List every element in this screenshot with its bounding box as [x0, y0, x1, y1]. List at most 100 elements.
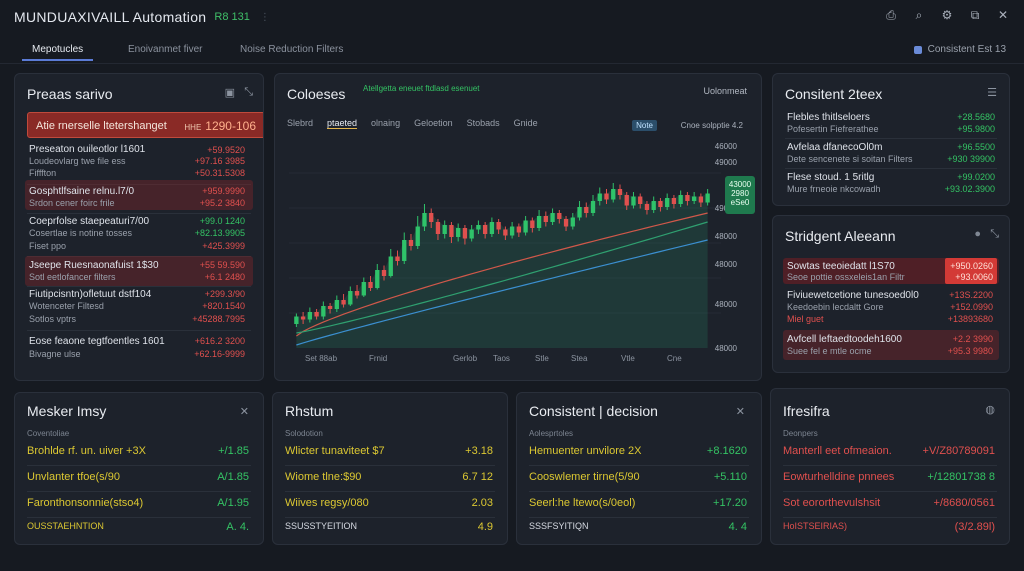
panel-title: Preaas sarivo [27, 86, 113, 102]
x-tick: Stea [571, 354, 588, 363]
list-item[interactable]: Seerl:he ltewo(s/0eol) +17.20 [517, 491, 761, 517]
tab-right-status[interactable]: Consistent Est 13 [913, 44, 1006, 55]
tab-mepotucles[interactable]: Mepotucles [22, 40, 94, 61]
list-item[interactable]: Wlicter tunaviteet $7 +3.18 [273, 439, 507, 465]
list-item[interactable]: Faronthonsonnie(stso4) A/1.95 [15, 491, 263, 517]
item-subtitle: Seoe pottie ossxeleis1an Filtr [787, 272, 905, 282]
trend-line [296, 239, 708, 346]
tab-environment-filter[interactable]: Enoivanmet fiver [128, 44, 203, 55]
list-item[interactable]: Brohlde rf. un. uiver +3X +/1.85 [15, 439, 263, 465]
divider [27, 184, 251, 185]
print-icon[interactable]: ⎙ [886, 8, 896, 22]
item-value: A. 4. [226, 521, 249, 533]
list-item[interactable]: Flese stoud. 1 5ritlg Mure frneoie nkcow… [773, 172, 1009, 198]
list-item[interactable]: Sowtas teeoiedatt l1S70 Seoe pottie ossx… [773, 261, 1009, 285]
list-item[interactable]: HoISTSEIRIAS) (3/2.89l) [771, 515, 1009, 541]
item-label: Brohlde rf. un. uiver +3X [27, 445, 146, 457]
toolbar-item-6[interactable]: Gnide [513, 118, 538, 128]
list-item[interactable]: Fiutipcisntn)ofletuut dstf104 Wotenceter… [15, 289, 263, 329]
candle-body [469, 229, 474, 239]
y-tick: 46000 [714, 142, 737, 151]
item-title: Avfcell leftaedtoodeh1600 [787, 334, 902, 345]
toolbar-item-2[interactable]: ptaeted [327, 118, 358, 129]
list-item[interactable]: Unvlanter tfoe(s/90 A/1.85 [15, 465, 263, 491]
item-label: Cooswlemer tirne(5/90 [529, 471, 640, 483]
alert-banner[interactable]: Atie rnerselle ltetershanget HHE 1290-106 [27, 112, 263, 138]
alert-number: 1290-106 [205, 119, 256, 133]
list-item[interactable]: SSSFSYITIQN 4. 4 [517, 515, 761, 541]
more-icon[interactable]: ⋮ [259, 11, 270, 23]
item-label: Wlicter tunaviteet $7 [285, 445, 385, 457]
candle-body [631, 196, 636, 206]
y-tick: 49000 [714, 158, 737, 167]
list-item[interactable]: Wiome tlne:$90 6.7 12 [273, 465, 507, 491]
status-dot-icon[interactable]: ● [974, 228, 981, 240]
candle-body [449, 225, 454, 237]
item-value: A/1.85 [217, 471, 249, 483]
candle-body [489, 222, 495, 234]
candle-body [456, 228, 461, 237]
toolbar-item-1[interactable]: Slebrd [287, 118, 314, 128]
tab-noise-reduction-filters[interactable]: Noise Reduction Filters [240, 44, 344, 55]
list-item[interactable]: Avfcell leftaedtoodeh1600 Suee fel e mtl… [773, 334, 1009, 360]
list-item[interactable]: Manterll eet ofmeaion. +V/Z80789091 [771, 439, 1009, 465]
candle-body [536, 216, 542, 228]
chart-header-right[interactable]: Uolonmeat [703, 86, 747, 96]
collapse-icon[interactable]: ⤡ [244, 86, 253, 98]
list-icon[interactable]: ☰ [987, 87, 997, 99]
list-item[interactable]: Preseaton ouileotlor l1601 Loudeovlarg t… [15, 142, 263, 182]
candlestick-chart[interactable] [289, 138, 721, 348]
item-title: Fiviuewetcetione tunesoed0l0 [787, 290, 919, 301]
item-label: Sot eororthevulshsit [783, 497, 881, 509]
divider [27, 256, 251, 257]
tab-right-label: Consistent Est 13 [927, 44, 1006, 55]
item-value: +13S.2200 [949, 290, 993, 300]
list-item[interactable]: Flebles thitlseloers Pofesertin Fiefrera… [773, 112, 1009, 138]
candle-body [503, 229, 508, 236]
candle-body [577, 207, 582, 218]
list-item[interactable]: Eowturhelldine pnnees +/12801738 8 [771, 465, 1009, 491]
x-tick: Stle [535, 354, 549, 363]
item-value-2: +820.1540 [202, 301, 245, 311]
item-value: 6.7 12 [462, 471, 493, 483]
item-label: Hemuenter unvilore 2X [529, 445, 642, 457]
toolbar-item-3[interactable]: olnaing [371, 118, 401, 128]
search-icon[interactable]: ⌕ [915, 8, 923, 22]
list-item[interactable]: Cooswlemer tirne(5/90 +5.110 [517, 465, 761, 491]
row-highlight [25, 256, 253, 286]
list-item[interactable]: Eose feaone tegtfoentles 1601 Bivagne ul… [15, 336, 263, 366]
chart-tag-note[interactable]: Note [632, 120, 657, 131]
x-tick: Gerlob [453, 354, 478, 363]
x-tick: Vtle [621, 354, 635, 363]
list-item[interactable]: Wiives regsy/080 2.03 [273, 491, 507, 517]
toolbar-item-4[interactable]: Geloetion [414, 118, 453, 128]
item-value: +959.9990 [202, 186, 245, 196]
expand-icon[interactable]: ▣ [224, 87, 235, 99]
panel-title: Consitent 2teex [785, 86, 883, 102]
globe-icon[interactable]: ◍ [985, 404, 995, 416]
list-item[interactable]: Hemuenter unvilore 2X +8.1620 [517, 439, 761, 465]
item-value-3: +425.3999 [202, 241, 245, 251]
candle-body [557, 213, 562, 219]
candle-body [516, 226, 522, 233]
close-icon[interactable]: ✕ [997, 8, 1009, 22]
list-item[interactable]: Sot eororthevulshsit +/8680/0561 [771, 491, 1009, 517]
list-item[interactable]: Gosphtlfsaine relnu.l7/0 Srdon cener foi… [15, 186, 263, 212]
settings-icon[interactable]: ⚙ [941, 8, 953, 22]
item-value: +99.0200 [957, 172, 995, 182]
toolbar-item-5[interactable]: Stobads [466, 118, 500, 128]
list-item[interactable]: Fiviuewetcetione tunesoed0l0 Keedoebin l… [773, 290, 1009, 330]
list-item[interactable]: Coeprfolse staepeaturi7/00 Cosertlae is … [15, 216, 263, 256]
alert-text: Atie rnerselle ltetershanget [36, 120, 167, 132]
close-icon[interactable]: ✕ [239, 406, 249, 418]
list-item[interactable]: SSUSSTYEITION 4.9 [273, 515, 507, 541]
item-label: HoISTSEIRIAS) [783, 521, 848, 531]
close-icon[interactable]: ✕ [735, 406, 745, 418]
item-title: Flese stoud. 1 5ritlg [787, 172, 875, 183]
list-item[interactable]: Jseepe Ruesnaonafuist 1$30 Sotl eetlofan… [15, 260, 263, 286]
list-item[interactable]: Avfelaa dfanecoOl0m Dete sencenete si so… [773, 142, 1009, 168]
collapse-icon[interactable]: ⤡ [990, 228, 999, 240]
candle-body [341, 300, 346, 305]
restore-icon[interactable]: ⧉ [970, 8, 980, 22]
list-item[interactable]: OUSSTAEHNTION A. 4. [15, 515, 263, 541]
